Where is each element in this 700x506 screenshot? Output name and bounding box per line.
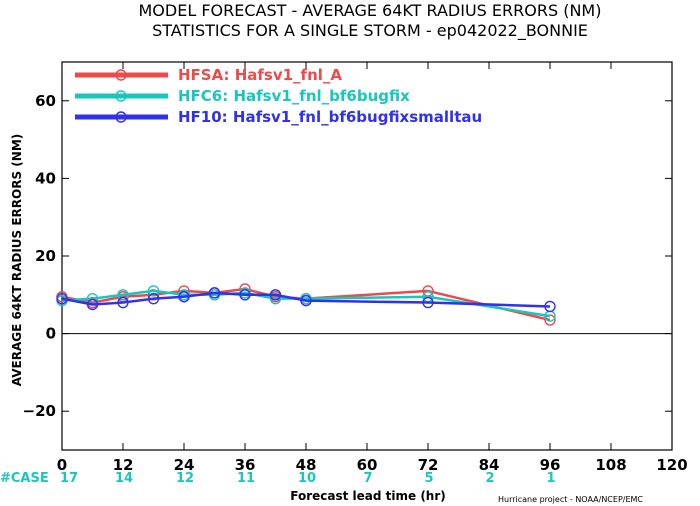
series-3-point: [56, 292, 68, 305]
x-tick-label: 96: [540, 456, 561, 474]
y-axis: −20 0 20 40 60: [23, 92, 672, 420]
credit-text: Hurricane project - NOAA/NCEP/EMC: [498, 495, 643, 504]
legend: HFSA: Hafsv1_fnl_A HFC6: Hafsv1_fnl_bf6bu…: [75, 66, 482, 126]
case-count: 5: [424, 471, 433, 486]
chart-subtitle: STATISTICS FOR A SINGLE STORM - ep042022…: [152, 21, 588, 41]
x-tick-label: 36: [235, 456, 256, 474]
case-label: #CASE: [0, 471, 49, 486]
series-line-2: [61, 289, 551, 318]
x-tick-label: 60: [357, 456, 378, 474]
series-3-point: [147, 292, 160, 305]
y-tick-label: 0: [46, 325, 56, 343]
y-tick-label: −20: [23, 402, 56, 420]
case-count: 14: [115, 471, 133, 486]
series-2-point: [147, 285, 160, 297]
case-count: 10: [298, 471, 316, 486]
series-3-point: [269, 289, 282, 301]
x-tick-label: 84: [479, 456, 500, 474]
legend-marker-1: [115, 69, 127, 81]
series-3-point: [208, 287, 221, 299]
x-tick-label: 0: [57, 456, 67, 474]
x-tick-label: 120: [656, 456, 687, 474]
legend-label-1: HFSA: Hafsv1_fnl_A: [178, 66, 342, 84]
series-3-point: [300, 294, 312, 307]
series-2-point: [117, 289, 129, 301]
legend-marker-2: [115, 90, 127, 102]
x-tick-label: 72: [418, 456, 439, 474]
chart-title: MODEL FORECAST - AVERAGE 64KT RADIUS ERR…: [139, 1, 602, 20]
x-tick-label: 12: [113, 456, 134, 474]
x-axis: 0 12 24 36 48 60 72 84 96 108 120: [57, 62, 688, 474]
case-count: 2: [485, 471, 494, 486]
case-count: 7: [363, 471, 372, 486]
series-group: [56, 283, 556, 326]
legend-marker-3: [115, 111, 127, 123]
y-tick-label: 60: [35, 92, 56, 110]
y-axis-label: AVERAGE 64KT RADIUS ERRORS (NM): [10, 134, 24, 386]
x-axis-label: Forecast lead time (hr): [290, 489, 446, 503]
series-3-point: [239, 289, 251, 301]
series-3-point: [422, 296, 434, 309]
series-3-point: [544, 300, 556, 313]
y-tick-label: 40: [35, 169, 56, 187]
case-count: 17: [60, 471, 78, 486]
case-count: 1: [546, 471, 555, 486]
y-tick-label: 20: [35, 247, 56, 265]
series-line-3: [61, 291, 551, 308]
x-tick-label: 48: [296, 456, 317, 474]
series-3-point: [178, 291, 190, 303]
case-counts: 17 14 12 11 10 7 5 2 1: [60, 471, 556, 486]
x-tick-label: 24: [174, 456, 195, 474]
x-tick-label: 108: [595, 456, 626, 474]
legend-label-2: HFC6: Hafsv1_fnl_bf6bugfix: [178, 87, 410, 105]
case-count: 11: [237, 471, 255, 486]
case-count: 12: [176, 471, 194, 486]
series-3-point: [117, 296, 129, 309]
legend-label-3: HF10: Hafsv1_fnl_bf6bugfixsmalltau: [178, 108, 482, 126]
series-3-point: [86, 298, 99, 311]
